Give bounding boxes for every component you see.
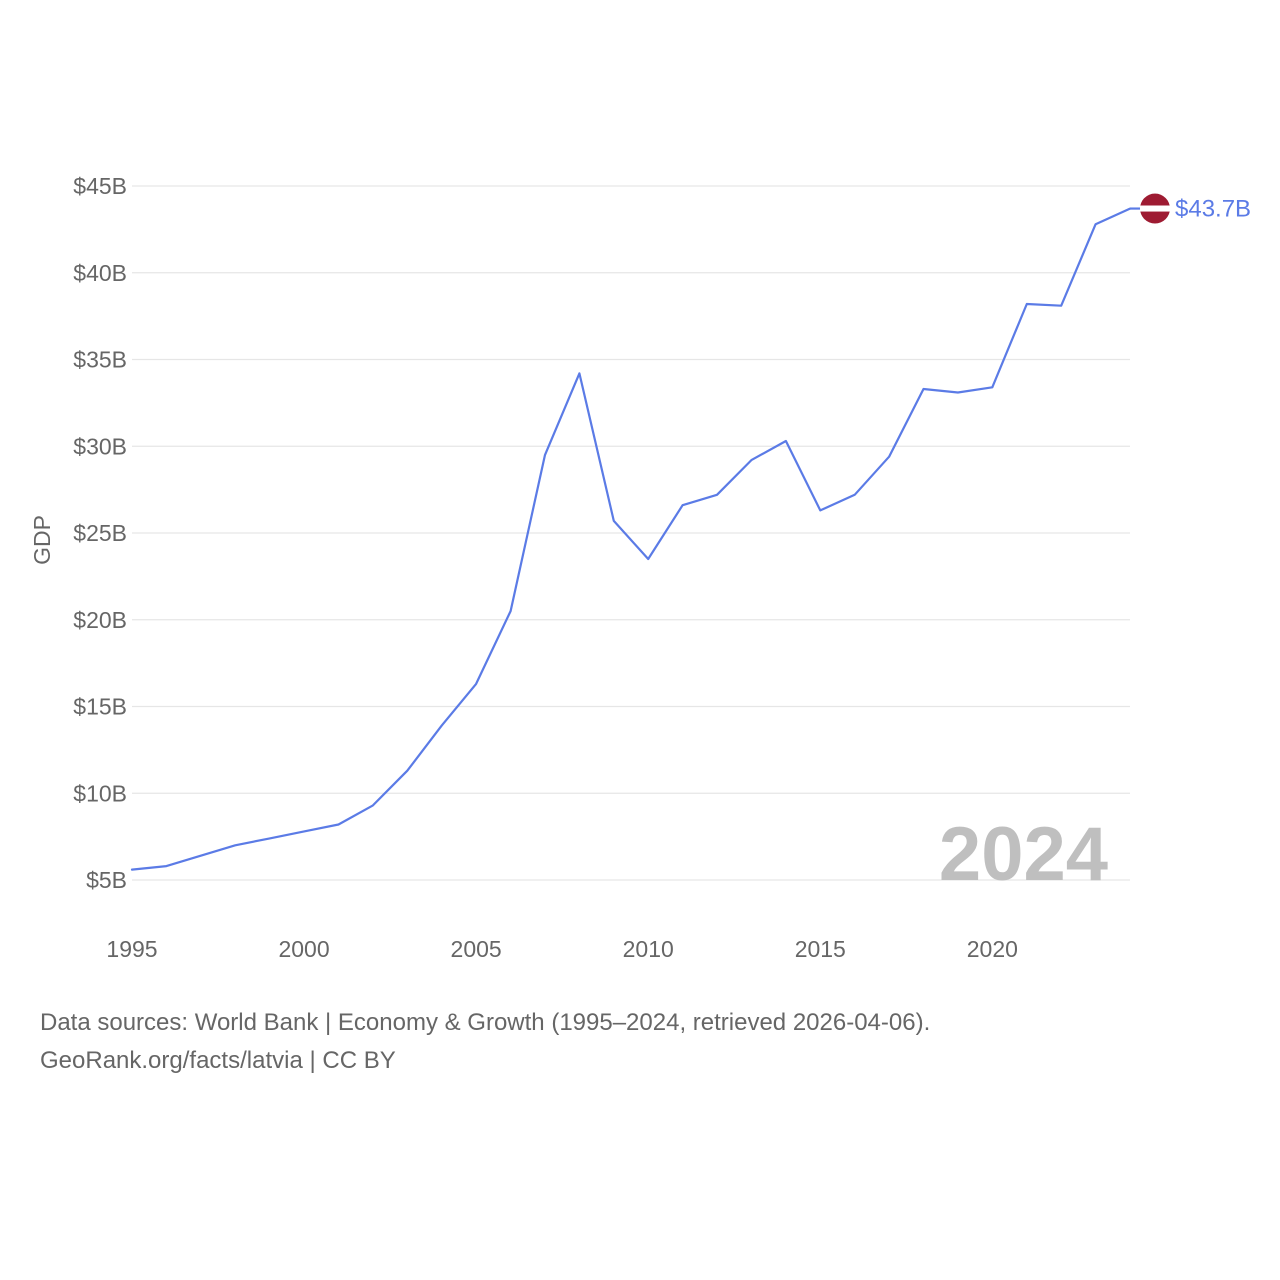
data-sources-note: Data sources: World Bank | Economy & Gro… — [40, 1009, 931, 1036]
y-axis: $5B $10B $15B $20B $25B $30B $35B $40B $45B — [73, 173, 127, 893]
x-tick-label: 1995 — [106, 936, 157, 962]
gridlines — [132, 185, 1130, 881]
series-layer — [130, 207, 1140, 871]
latvia-flag-icon — [1140, 193, 1170, 224]
y-tick-label: $25B — [73, 520, 127, 546]
y-axis-title: GDP — [29, 515, 55, 565]
series-line-latvia — [130, 207, 1132, 871]
end-value-label: $43.7B — [1175, 196, 1251, 223]
y-tick-label: $30B — [73, 433, 127, 459]
end-marker: $43.7B — [1140, 193, 1251, 224]
x-tick-label: 2020 — [967, 936, 1018, 962]
x-tick-label: 2000 — [278, 936, 329, 962]
y-tick-label: $15B — [73, 694, 127, 720]
x-axis: 1995 2000 2005 2010 2015 2020 — [106, 936, 1018, 962]
flag-top-stripe — [1140, 193, 1170, 206]
y-tick-label: $35B — [73, 347, 127, 373]
flag-bottom-stripe — [1140, 211, 1170, 224]
y-tick-label: $5B — [86, 867, 127, 893]
y-tick-label: $45B — [73, 173, 127, 199]
credit-line: GeoRank.org/facts/latvia | CC BY — [40, 1047, 396, 1074]
y-tick-label: $40B — [73, 260, 127, 286]
x-tick-label: 2015 — [795, 936, 846, 962]
y-tick-label: $20B — [73, 607, 127, 633]
footer: Data sources: World Bank | Economy & Gro… — [40, 1004, 1260, 1080]
current-year-watermark: 2024 — [939, 812, 1108, 897]
x-tick-label: 2005 — [451, 936, 502, 962]
x-tick-label: 2010 — [623, 936, 674, 962]
y-tick-label: $10B — [73, 780, 127, 806]
flag-middle-stripe — [1140, 205, 1170, 212]
